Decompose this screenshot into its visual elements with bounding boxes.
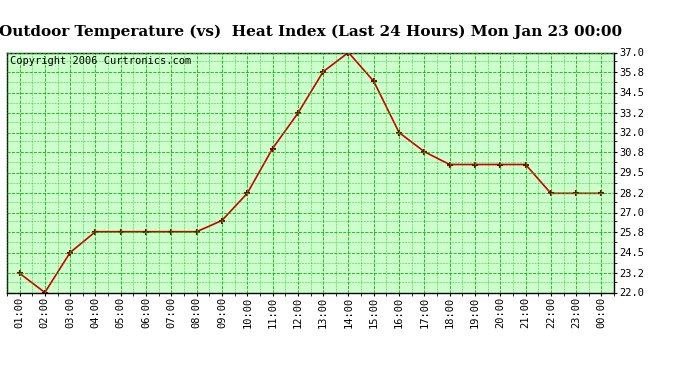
Text: Copyright 2006 Curtronics.com: Copyright 2006 Curtronics.com [10,56,191,66]
Text: Outdoor Temperature (vs)  Heat Index (Last 24 Hours) Mon Jan 23 00:00: Outdoor Temperature (vs) Heat Index (Las… [0,25,622,39]
